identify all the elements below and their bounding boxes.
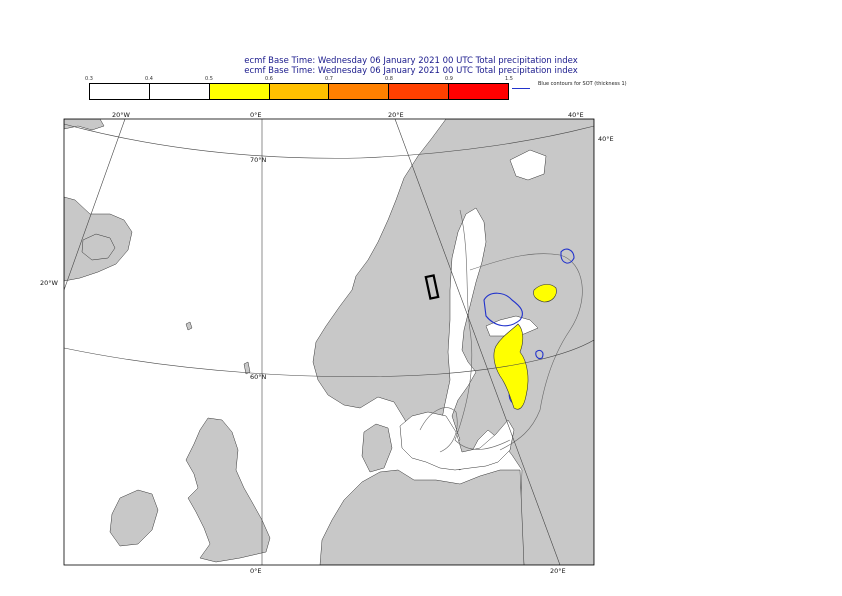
blue-contour-key-line (512, 88, 530, 89)
meridian-20w (64, 119, 126, 291)
graticule (64, 119, 594, 565)
legend-swatch (449, 84, 509, 99)
land-group (64, 119, 594, 565)
land-ireland (109, 489, 159, 547)
legend-swatch (209, 84, 270, 99)
land-great-britain (185, 417, 271, 563)
sot-contour (483, 292, 523, 327)
parallel-70n (64, 123, 594, 159)
label-20w-top: 20°W (112, 111, 130, 119)
legend-swatch (149, 84, 210, 99)
land-denmark (361, 423, 393, 473)
sea-white-sea (509, 149, 547, 181)
legend-tick: 0.3 (85, 76, 93, 82)
contour-lines (419, 209, 583, 453)
legend-tick: 0.7 (325, 76, 333, 82)
land-iceland (81, 233, 116, 261)
contour-line (469, 253, 583, 451)
label-20e-bottom: 20°E (550, 567, 566, 575)
blue-contour-key-label: Blue contours for SOT (thickness 1) (538, 81, 627, 87)
parallel-60n (64, 339, 594, 377)
legend-tick: 0.8 (385, 76, 393, 82)
label-20e-top: 20°E (388, 111, 404, 119)
legend-tick: 0.4 (145, 76, 153, 82)
legend-tick: 0.5 (205, 76, 213, 82)
contour-line (419, 407, 458, 453)
legend-swatch (329, 84, 390, 99)
highlight-box (424, 274, 440, 300)
label-0-bottom: 0°E (250, 567, 262, 575)
label-40e-right: 40°E (598, 135, 614, 143)
chart-title-line-2: ecmf Base Time: Wednesday 06 January 202… (244, 66, 578, 76)
precip-area-yellow (533, 284, 557, 303)
contour-line (454, 209, 511, 450)
label-70n: 70°N (250, 156, 267, 164)
legend-swatch (269, 84, 330, 99)
chart-title-line-1: ecmf Base Time: Wednesday 06 January 202… (244, 56, 578, 66)
legend-tick: 0.6 (265, 76, 273, 82)
land-faroe-islands (185, 321, 193, 331)
label-40e-top: 40°E (568, 111, 584, 119)
land-svalbard (64, 119, 105, 131)
sot-contour (535, 349, 544, 360)
map-frame (63, 118, 595, 566)
label-0-top: 0°E (250, 111, 262, 119)
land-continental-europe (319, 469, 525, 565)
land-shetland (243, 361, 251, 375)
label-20w-left: 20°W (40, 279, 58, 287)
sea-baltic (399, 411, 515, 471)
meridian-20e (394, 119, 561, 565)
legend-swatch (90, 84, 150, 99)
sea-gulf-of-bothnia (439, 207, 487, 447)
legend-tick: 0.9 (445, 76, 453, 82)
label-60n: 60°N (250, 373, 267, 381)
precip-area-yellow (493, 323, 529, 410)
sot-contour (560, 248, 575, 264)
legend-tick: 1.5 (505, 76, 513, 82)
sea-gulf-of-finland (485, 315, 539, 337)
color-legend-bar (89, 83, 509, 100)
precip-areas (493, 284, 557, 410)
legend-swatch (389, 84, 450, 99)
